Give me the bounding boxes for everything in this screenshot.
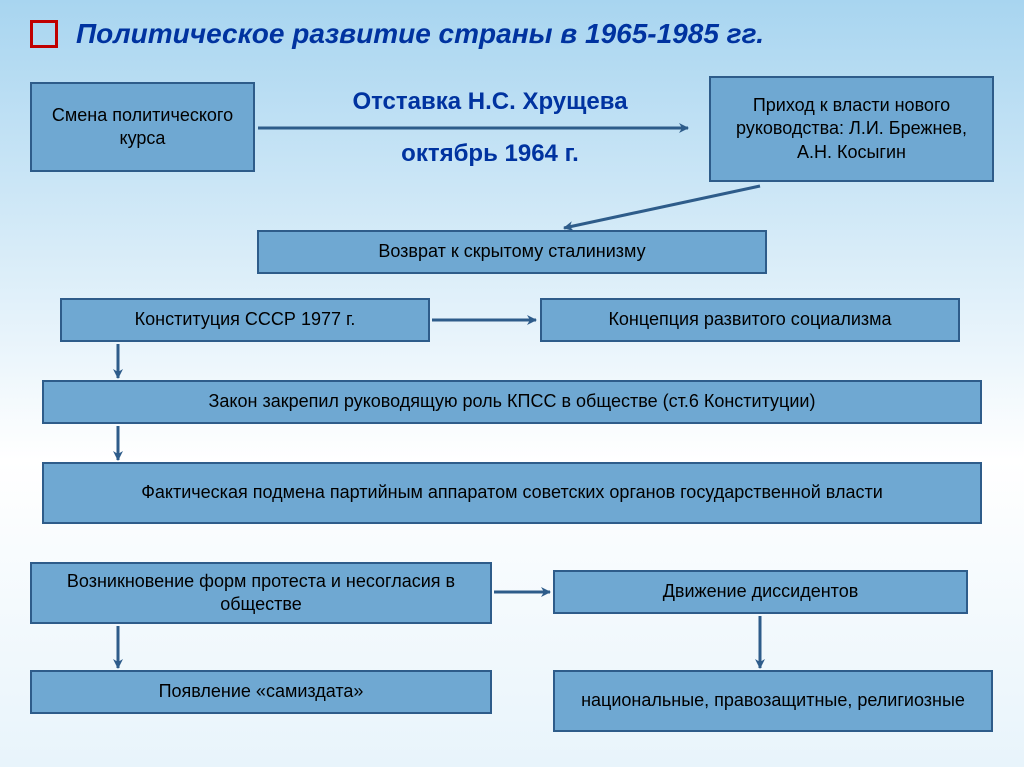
box-vozn: Возникновение форм протеста и несогласия… <box>30 562 492 624</box>
arrow-prihod-vozvrat <box>564 186 760 228</box>
bullet-icon <box>30 20 58 48</box>
center-text-bottom: октябрь 1964 г. <box>295 140 685 168</box>
box-prihod: Приход к власти нового руководства: Л.И.… <box>709 76 994 182</box>
box-nac: национальные, правозащитные, религиозные <box>553 670 993 732</box>
box-const: Конституция СССР 1977 г. <box>60 298 430 342</box>
row-top: Смена политического курса Отставка Н.С. … <box>30 82 994 182</box>
box-fakt: Фактическая подмена партийным аппаратом … <box>42 462 982 524</box>
box-dvij: Движение диссидентов <box>553 570 968 614</box>
title-row: Политическое развитие страны в 1965-1985… <box>30 18 994 50</box>
center-text-top: Отставка Н.С. Хрущева <box>295 88 685 116</box>
box-vozvrat: Возврат к скрытому сталинизму <box>257 230 767 274</box>
box-zakon: Закон закрепил руководящую роль КПСС в о… <box>42 380 982 424</box>
box-smena: Смена политического курса <box>30 82 255 172</box>
box-samiz: Появление «самиздата» <box>30 670 492 714</box>
box-conc: Концепция развитого социализма <box>540 298 960 342</box>
slide: Политическое развитие страны в 1965-1985… <box>0 0 1024 767</box>
page-title: Политическое развитие страны в 1965-1985… <box>76 18 764 50</box>
